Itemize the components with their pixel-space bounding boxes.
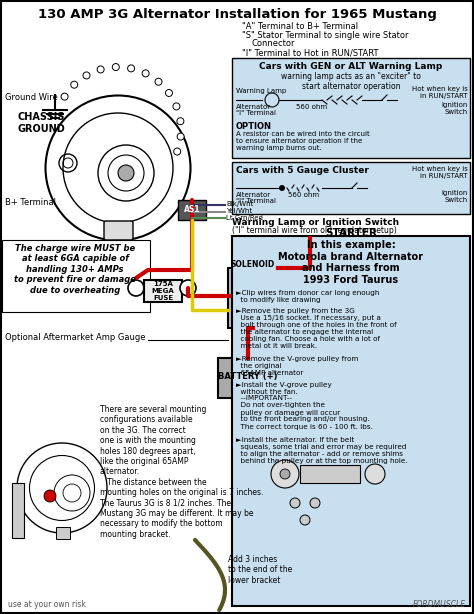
Text: Cars with GEN or ALT Warning Lamp: Cars with GEN or ALT Warning Lamp <box>259 62 443 71</box>
Text: STARTER: STARTER <box>325 228 377 238</box>
Bar <box>228 268 278 328</box>
Text: B+ Terminal: B+ Terminal <box>5 198 56 207</box>
Text: SOLENOID: SOLENOID <box>231 260 275 269</box>
Bar <box>12 483 24 538</box>
Text: Ignition
Switch: Ignition Switch <box>442 102 468 115</box>
Text: OPTION: OPTION <box>236 122 272 131</box>
Text: 560 ohm: 560 ohm <box>289 192 319 198</box>
Text: FORDMUSCLE: FORDMUSCLE <box>413 600 466 609</box>
Text: ("I" terminal wire from old regulator setup): ("I" terminal wire from old regulator se… <box>232 226 397 235</box>
Text: ►Remove the pulley from the 3G
  Use a 15/16 socket. If necessary, put a
  bolt : ►Remove the pulley from the 3G Use a 15/… <box>236 308 397 349</box>
Circle shape <box>128 280 144 296</box>
Bar <box>2 240 150 312</box>
Text: Connector: Connector <box>252 39 295 48</box>
Circle shape <box>280 469 290 479</box>
Circle shape <box>310 498 320 508</box>
Circle shape <box>180 280 196 296</box>
Text: Hot when key is
in RUN/START: Hot when key is in RUN/START <box>412 166 468 179</box>
Text: AS1: AS1 <box>184 206 200 214</box>
Circle shape <box>61 93 68 100</box>
Text: ►Install the V-grove pulley
  without the fan.
  --IMPORTANT--
  Do not over-tig: ►Install the V-grove pulley without the … <box>236 381 373 430</box>
Text: Lt Grn/Red: Lt Grn/Red <box>226 215 263 221</box>
Text: 175A
MEGA
FUSE: 175A MEGA FUSE <box>152 281 174 301</box>
Circle shape <box>290 498 300 508</box>
Text: "S" Stator Terminal to single wire Stator: "S" Stator Terminal to single wire Stato… <box>242 31 409 40</box>
FancyBboxPatch shape <box>56 527 70 539</box>
Circle shape <box>97 66 104 73</box>
Circle shape <box>142 70 149 77</box>
Circle shape <box>71 81 78 88</box>
Circle shape <box>271 460 299 488</box>
Text: A resistor can be wired into the circuit
to ensure alternator operation if the
w: A resistor can be wired into the circuit… <box>236 131 370 151</box>
Circle shape <box>365 464 385 484</box>
Text: ►Remove the V-grove pulley from
  the original
  65AMP alternator: ►Remove the V-grove pulley from the orig… <box>236 356 358 376</box>
Circle shape <box>112 63 119 71</box>
Circle shape <box>155 78 162 85</box>
Text: 560 ohm: 560 ohm <box>296 104 328 110</box>
Circle shape <box>233 318 243 328</box>
Circle shape <box>118 165 134 181</box>
Text: Alternator: Alternator <box>236 104 271 110</box>
Circle shape <box>44 490 56 502</box>
Text: Alternator: Alternator <box>236 192 271 198</box>
Text: ►Clip wires from donor car long enough
  to modify like drawing: ►Clip wires from donor car long enough t… <box>236 290 379 303</box>
Text: Warning Lamp: Warning Lamp <box>236 88 286 94</box>
Text: 130 AMP 3G Alternator Installation for 1965 Mustang: 130 AMP 3G Alternator Installation for 1… <box>37 8 437 21</box>
Text: Hot when key is
in RUN/START: Hot when key is in RUN/START <box>412 86 468 99</box>
Bar <box>178 200 206 220</box>
Text: In this example:
Motorola brand Alternator
and Harness from
1993 Ford Taurus: In this example: Motorola brand Alternat… <box>279 240 423 285</box>
Circle shape <box>263 318 273 328</box>
Text: Yel/Wht: Yel/Wht <box>226 208 252 214</box>
Circle shape <box>128 65 135 72</box>
Bar <box>300 465 360 483</box>
Circle shape <box>83 72 90 79</box>
Circle shape <box>279 185 285 191</box>
Text: Ground Wire: Ground Wire <box>5 93 58 102</box>
Text: Add 3 inches
to the end of the
lower bracket: Add 3 inches to the end of the lower bra… <box>228 555 292 585</box>
Text: The charge wire MUST be
at least 6GA capible of
handling 130+ AMPs
to prevent fi: The charge wire MUST be at least 6GA cap… <box>14 244 136 295</box>
Circle shape <box>173 148 181 155</box>
Text: ►Install the alternator. If the belt
  squeals, some trial and error may be requ: ►Install the alternator. If the belt squ… <box>236 437 408 464</box>
Text: Optional Aftermarket Amp Gauge: Optional Aftermarket Amp Gauge <box>5 333 146 342</box>
Text: use at your own risk: use at your own risk <box>8 600 86 609</box>
Bar <box>232 162 470 214</box>
Text: "I" Terminal to Hot in RUN/START: "I" Terminal to Hot in RUN/START <box>242 48 379 57</box>
Text: Warning Lamp or Ignition Switch: Warning Lamp or Ignition Switch <box>232 218 399 227</box>
Bar <box>232 58 470 158</box>
Text: "I" Terminal: "I" Terminal <box>236 198 276 204</box>
Text: warning lamp acts as an "exciter" to
start alternator operation: warning lamp acts as an "exciter" to sta… <box>281 72 421 91</box>
Circle shape <box>165 90 173 96</box>
FancyBboxPatch shape <box>104 221 133 240</box>
Bar <box>218 358 278 398</box>
Text: There are several mounting
configurations available
on the 3G. The correct
one i: There are several mounting configuration… <box>100 405 264 539</box>
Text: Ignition
Switch: Ignition Switch <box>442 190 468 203</box>
Circle shape <box>177 133 184 140</box>
Text: Cars with 5 Gauge Cluster: Cars with 5 Gauge Cluster <box>236 166 369 175</box>
Text: Blk/Wht: Blk/Wht <box>226 201 254 207</box>
Text: BATTERY (+): BATTERY (+) <box>218 371 278 381</box>
Bar <box>232 236 470 606</box>
Text: "A" Terminal to B+ Terminal: "A" Terminal to B+ Terminal <box>242 22 358 31</box>
Bar <box>144 280 182 302</box>
Text: CHASSIS
GROUND: CHASSIS GROUND <box>18 112 66 134</box>
Circle shape <box>173 103 180 110</box>
Circle shape <box>300 515 310 525</box>
Text: "I" Terminal: "I" Terminal <box>236 110 276 116</box>
Circle shape <box>177 118 184 125</box>
